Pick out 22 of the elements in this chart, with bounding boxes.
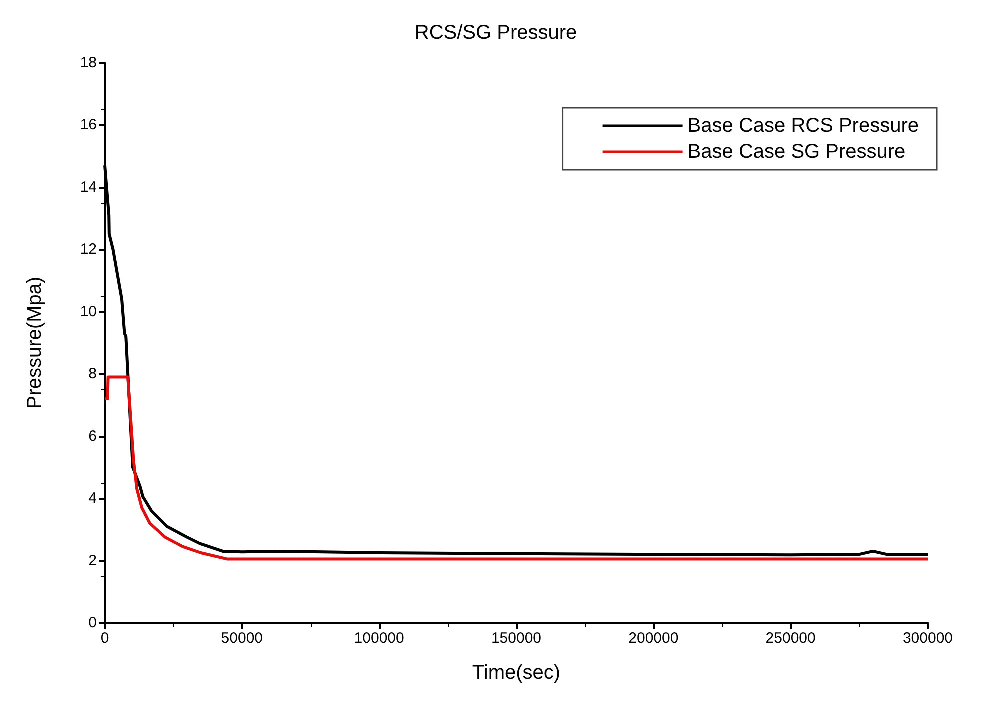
- y-tick-label: 18: [80, 54, 97, 72]
- x-tick-label: 250000: [766, 630, 816, 647]
- y-tick-label: 8: [88, 366, 97, 383]
- legend-label: Base Case RCS Pressure: [688, 115, 919, 137]
- x-axis-title: Time(sec): [472, 662, 561, 684]
- x-tick-label: 300000: [902, 630, 954, 647]
- y-tick-label: 4: [88, 490, 97, 508]
- y-axis-title: Pressure(Mpa): [24, 276, 46, 410]
- chart-title: RCS/SG Pressure: [414, 22, 578, 44]
- x-tick-label: 150000: [491, 630, 542, 647]
- y-tick-label: 0: [88, 614, 97, 632]
- x-tick-label: 50000: [221, 630, 264, 647]
- y-tick-label: 6: [88, 428, 97, 445]
- y-tick-label: 14: [80, 178, 97, 196]
- y-tick-label: 12: [80, 241, 97, 258]
- y-tick-label: 16: [80, 116, 97, 134]
- y-tick-label: 10: [80, 303, 97, 320]
- x-tick-label: 100000: [354, 630, 404, 647]
- x-tick-label: 200000: [628, 630, 679, 647]
- y-tick-label: 2: [88, 552, 97, 570]
- legend-label: Base Case SG Pressure: [688, 141, 906, 163]
- x-tick-label: 0: [100, 630, 110, 647]
